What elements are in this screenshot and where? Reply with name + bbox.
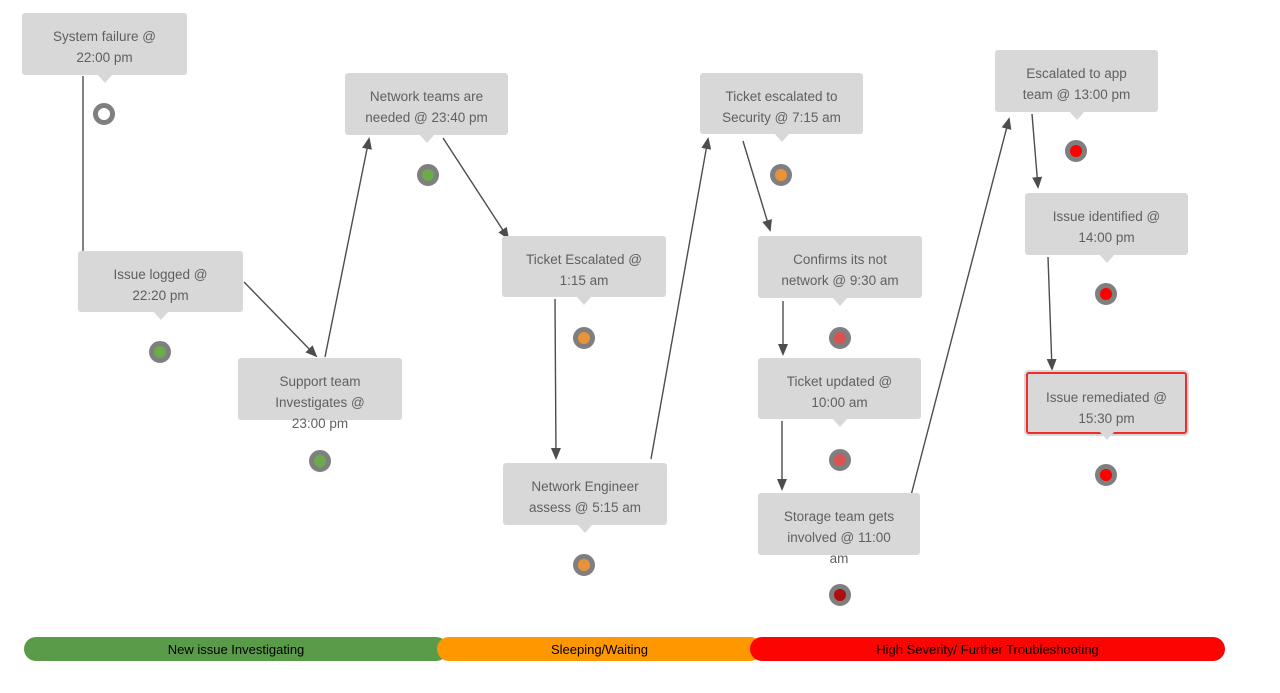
node-label: Ticket Escalated @ 1:15 am [526, 252, 642, 288]
node-issue-remediated[interactable]: Issue remediated @ 15:30 pm [1026, 372, 1187, 440]
node-tail-pointer [1068, 111, 1085, 120]
node-ticket-escalated-security[interactable]: Ticket escalated to Security @ 7:15 am [700, 73, 863, 142]
legend-label: High Severity/ Further Troubleshooting [876, 641, 1099, 657]
red-status-dot-icon[interactable] [1065, 140, 1087, 162]
green-status-dot-icon[interactable] [149, 341, 171, 363]
legend-segment-sleeping-waiting: Sleeping/Waiting [437, 637, 762, 661]
node-label: Support team Investigates @ 23:00 pm [275, 374, 365, 431]
node-tail-pointer [832, 297, 848, 306]
node-tail-pointer [1098, 254, 1115, 263]
node-network-teams-needed[interactable]: Network teams are needed @ 23:40 pm [345, 73, 508, 143]
node-confirms-not-network[interactable]: Confirms its not network @ 9:30 am [758, 236, 922, 306]
edge-network-teams-needed-to-ticket-escalated [442, 137, 510, 240]
open-status-dot-icon[interactable] [93, 103, 115, 125]
edge-escalated-app-team-to-issue-identified [1031, 113, 1043, 189]
edge-ticket-escalated-to-network-engineer [550, 298, 561, 460]
node-support-team[interactable]: Support team Investigates @ 23:00 pm [238, 358, 402, 431]
legend-segment-high-severity: High Severity/ Further Troubleshooting [750, 637, 1225, 661]
node-label: Storage team gets involved @ 11:00 am [783, 509, 895, 566]
edge-issue-logged-to-support-team [243, 281, 318, 358]
red-dark-status-dot-icon[interactable] [829, 584, 851, 606]
node-storage-team[interactable]: Storage team gets involved @ 11:00 am [758, 493, 920, 566]
node-network-engineer[interactable]: Network Engineer assess @ 5:15 am [503, 463, 667, 533]
edge-issue-identified-to-issue-remediated [1046, 256, 1057, 371]
legend-label: Sleeping/Waiting [550, 641, 649, 657]
node-escalated-app-team[interactable]: Escalated to app team @ 13:00 pm [995, 50, 1158, 120]
edge-support-team-to-network-teams-needed [324, 137, 372, 358]
node-label: Confirms its not network @ 9:30 am [781, 252, 899, 288]
node-label: Escalated to app team @ 13:00 pm [1022, 66, 1131, 102]
node-label: Issue logged @ 22:20 pm [113, 267, 208, 303]
node-tail-pointer [418, 134, 435, 143]
node-label: Issue remediated @ 15:30 pm [1045, 390, 1167, 426]
node-label: Network teams are needed @ 23:40 pm [365, 89, 488, 125]
node-label: Ticket escalated to Security @ 7:15 am [722, 89, 841, 125]
node-tail-pointer [576, 296, 592, 305]
edge-network-engineer-to-ticket-escalated-security [650, 137, 712, 460]
legend-segment-investigating: New issue Investigating [24, 637, 448, 661]
node-issue-logged[interactable]: Issue logged @ 22:20 pm [78, 251, 243, 320]
node-tail-pointer [831, 418, 848, 427]
red-status-dot-icon[interactable] [1095, 283, 1117, 305]
node-label: Issue identified @ 14:00 pm [1052, 209, 1161, 245]
node-label: System failure @ 22:00 pm [53, 29, 156, 65]
edge-storage-team-to-escalated-app-team [908, 117, 1012, 504]
green-status-dot-icon[interactable] [309, 450, 331, 472]
orange-status-dot-icon[interactable] [573, 327, 595, 349]
red-soft-status-dot-icon[interactable] [829, 327, 851, 349]
node-tail-pointer [96, 74, 113, 83]
node-ticket-escalated[interactable]: Ticket Escalated @ 1:15 am [502, 236, 666, 305]
node-issue-identified[interactable]: Issue identified @ 14:00 pm [1025, 193, 1188, 263]
green-status-dot-icon[interactable] [417, 164, 439, 186]
node-label: Network Engineer assess @ 5:15 am [528, 479, 641, 515]
node-tail-pointer [1098, 431, 1115, 440]
legend-label: New issue Investigating [167, 641, 305, 657]
node-ticket-updated[interactable]: Ticket updated @ 10:00 am [758, 358, 921, 427]
orange-status-dot-icon[interactable] [573, 554, 595, 576]
node-label: Ticket updated @ 10:00 am [786, 374, 893, 410]
node-tail-pointer [577, 524, 593, 533]
red-status-dot-icon[interactable] [1095, 464, 1117, 486]
orange-status-dot-icon[interactable] [770, 164, 792, 186]
node-system-failure[interactable]: System failure @ 22:00 pm [22, 13, 187, 83]
edge-ticket-escalated-security-to-confirms-not-network [742, 140, 772, 232]
red-soft-status-dot-icon[interactable] [829, 449, 851, 471]
node-tail-pointer [152, 311, 169, 320]
node-tail-pointer [773, 133, 790, 142]
